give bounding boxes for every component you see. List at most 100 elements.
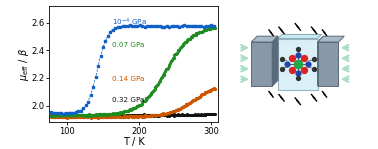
Point — [169, 110, 175, 113]
Point — [99, 113, 105, 116]
Point — [210, 27, 216, 29]
Point — [196, 113, 202, 116]
Point — [112, 114, 118, 117]
Point — [143, 96, 149, 99]
Point — [121, 114, 127, 116]
Point — [57, 114, 64, 117]
Point — [152, 114, 158, 117]
Point — [54, 114, 60, 116]
Point — [136, 115, 142, 117]
Point — [152, 114, 158, 117]
Point — [105, 115, 111, 117]
Point — [61, 116, 67, 118]
Point — [84, 114, 90, 116]
Point — [125, 110, 132, 112]
Point — [70, 114, 76, 116]
Point — [148, 115, 154, 117]
Point — [113, 116, 119, 118]
Point — [93, 114, 99, 116]
Point — [141, 100, 147, 102]
Point — [74, 114, 80, 117]
Point — [125, 114, 132, 117]
Point — [147, 114, 153, 117]
Point — [70, 114, 76, 117]
Point — [130, 115, 136, 117]
Point — [114, 115, 120, 117]
Point — [178, 46, 184, 48]
Point — [60, 114, 67, 116]
Point — [108, 114, 114, 116]
Point — [68, 114, 74, 117]
Point — [75, 114, 81, 116]
Point — [198, 113, 204, 115]
Point — [155, 115, 161, 117]
Point — [123, 110, 129, 112]
Point — [104, 115, 110, 118]
Point — [159, 114, 165, 116]
Point — [311, 58, 317, 61]
Point — [178, 107, 184, 110]
Point — [84, 116, 90, 118]
Point — [112, 116, 118, 118]
Point — [125, 116, 132, 118]
Point — [115, 115, 121, 117]
Point — [203, 29, 209, 31]
Point — [91, 115, 97, 118]
Point — [62, 116, 68, 118]
Point — [295, 77, 301, 79]
Point — [168, 111, 174, 113]
Point — [171, 109, 177, 112]
Point — [208, 113, 214, 115]
Point — [186, 38, 192, 40]
Point — [198, 31, 204, 33]
Point — [88, 114, 94, 117]
Point — [81, 116, 87, 118]
Point — [129, 107, 135, 110]
Point — [154, 114, 160, 117]
Point — [209, 113, 215, 115]
Point — [194, 32, 200, 34]
Point — [198, 94, 204, 96]
Point — [161, 113, 167, 115]
Point — [138, 115, 144, 117]
Point — [153, 114, 159, 116]
Point — [136, 103, 142, 106]
Point — [57, 114, 64, 116]
Point — [301, 69, 307, 71]
Point — [92, 116, 98, 118]
Point — [88, 115, 94, 117]
Point — [64, 114, 70, 116]
Point — [91, 114, 97, 116]
Point — [49, 115, 55, 117]
Point — [80, 114, 86, 116]
Point — [88, 114, 94, 117]
Point — [190, 99, 196, 101]
Text: $10^{-4}$ GPa: $10^{-4}$ GPa — [112, 17, 147, 28]
Point — [160, 74, 166, 76]
Point — [106, 113, 112, 115]
Point — [102, 115, 108, 117]
Point — [211, 113, 217, 115]
Point — [115, 114, 121, 117]
Point — [180, 114, 186, 116]
Point — [55, 114, 61, 117]
Point — [165, 66, 171, 69]
Point — [84, 114, 90, 116]
Point — [111, 113, 117, 115]
Point — [174, 109, 180, 111]
Point — [168, 60, 174, 62]
Point — [117, 111, 123, 114]
Point — [130, 107, 136, 110]
Point — [86, 114, 92, 116]
Point — [165, 111, 171, 114]
Point — [161, 72, 167, 74]
Point — [164, 115, 170, 117]
Point — [137, 104, 143, 106]
Point — [135, 104, 141, 107]
Point — [175, 109, 181, 111]
Point — [130, 115, 136, 117]
Point — [190, 34, 196, 36]
Point — [197, 31, 203, 33]
Point — [83, 114, 89, 117]
Point — [96, 114, 102, 116]
